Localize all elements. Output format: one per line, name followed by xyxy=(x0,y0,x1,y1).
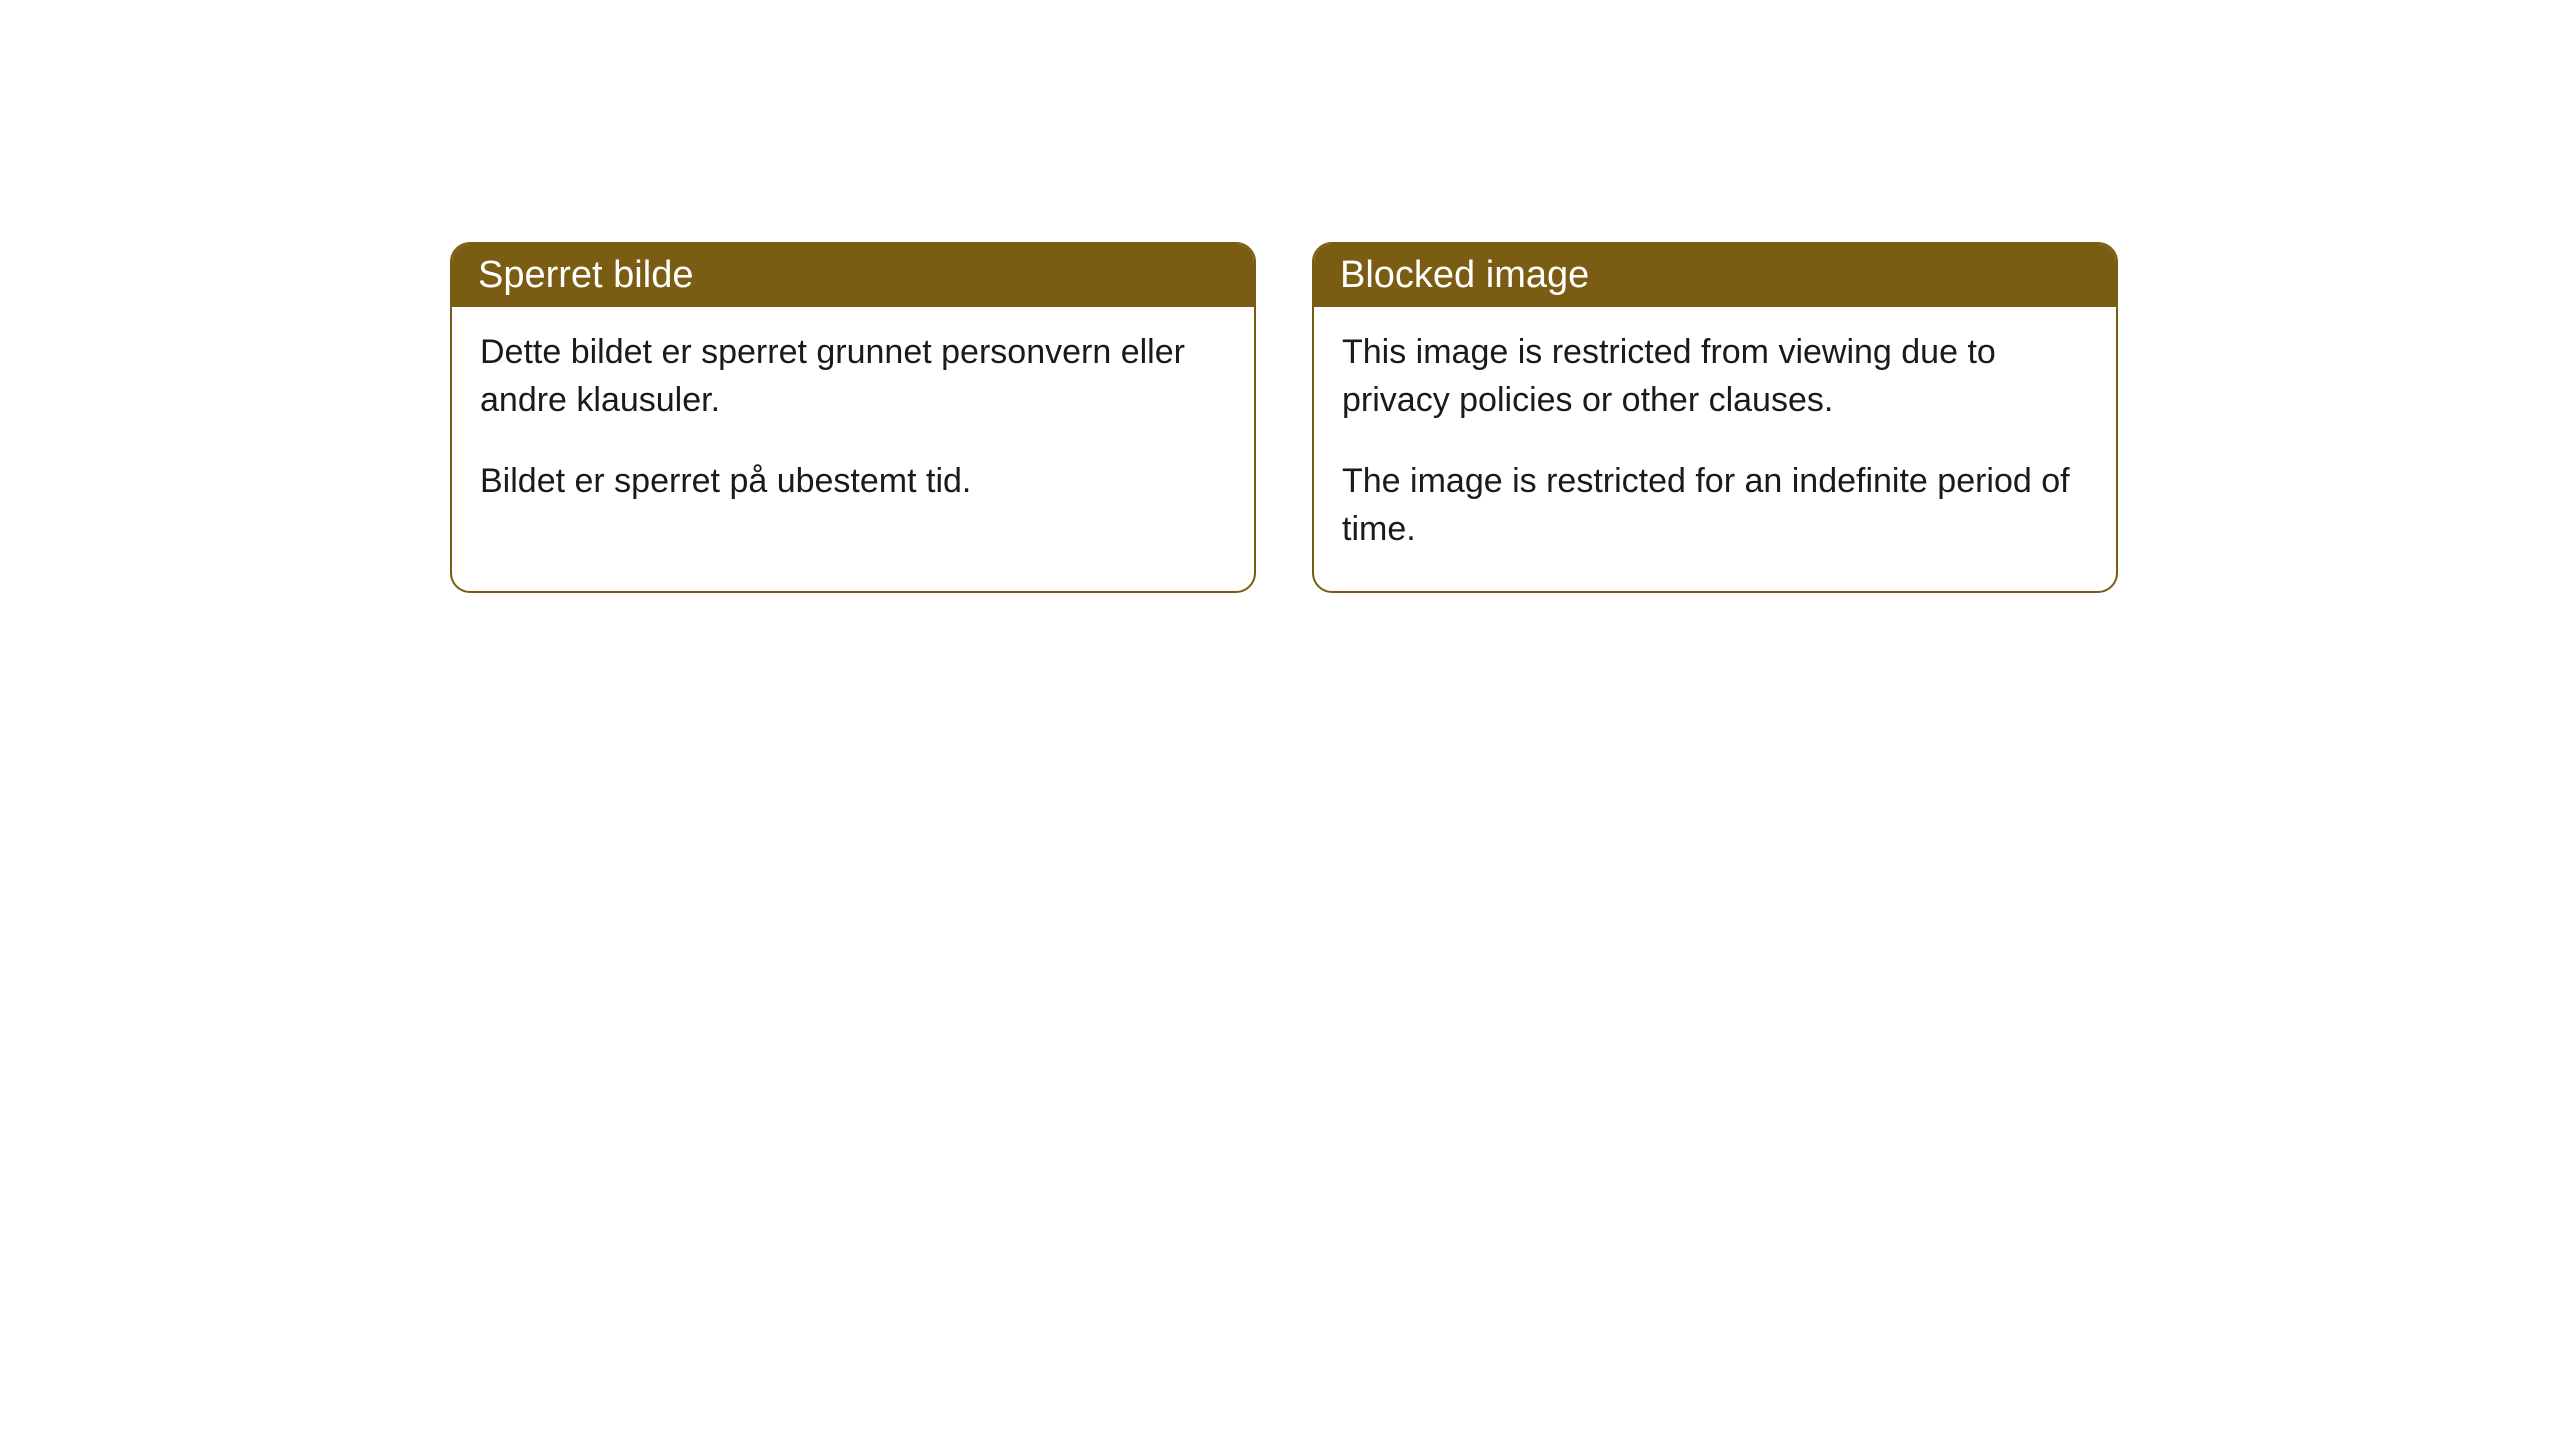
notice-title: Blocked image xyxy=(1340,254,1589,296)
notice-paragraph: The image is restricted for an indefinit… xyxy=(1342,458,2088,553)
notice-card-norwegian: Sperret bilde Dette bildet er sperret gr… xyxy=(450,242,1256,593)
notice-paragraph: Bildet er sperret på ubestemt tid. xyxy=(480,458,1226,506)
notice-body: Dette bildet er sperret grunnet personve… xyxy=(452,307,1254,544)
notice-container: Sperret bilde Dette bildet er sperret gr… xyxy=(450,242,2118,593)
notice-title: Sperret bilde xyxy=(478,254,693,296)
notice-paragraph: Dette bildet er sperret grunnet personve… xyxy=(480,329,1226,424)
notice-header: Sperret bilde xyxy=(452,244,1254,307)
notice-body: This image is restricted from viewing du… xyxy=(1314,307,2116,591)
notice-header: Blocked image xyxy=(1314,244,2116,307)
notice-paragraph: This image is restricted from viewing du… xyxy=(1342,329,2088,424)
notice-card-english: Blocked image This image is restricted f… xyxy=(1312,242,2118,593)
